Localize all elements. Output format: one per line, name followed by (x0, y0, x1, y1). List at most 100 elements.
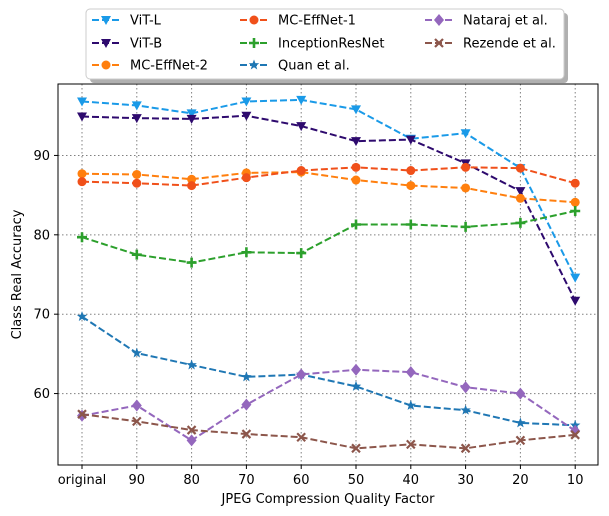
data-point (406, 181, 416, 191)
data-point (186, 109, 197, 119)
legend-item: MC-EffNet-2 (92, 59, 208, 74)
legend-box (85, 8, 565, 80)
x-tick-label: 80 (183, 473, 200, 488)
data-point (241, 97, 252, 107)
x-tick-label: original (58, 473, 107, 488)
legend-label: ViT-B (130, 37, 162, 52)
legend-swatch-marker (434, 14, 444, 26)
legend-label: InceptionResNet (278, 37, 384, 52)
series-2 (77, 111, 581, 306)
data-point (350, 380, 362, 391)
data-point (132, 178, 142, 188)
data-point (406, 439, 416, 450)
data-point (515, 387, 526, 400)
data-point (132, 416, 142, 427)
legend-label: Nataraj et al. (463, 14, 548, 29)
data-point (77, 97, 87, 107)
data-point (515, 163, 525, 173)
data-point (406, 166, 416, 176)
legend-item: Quan et al. (240, 59, 350, 74)
x-axis-label: JPEG Compression Quality Factor (221, 492, 436, 507)
data-point (186, 114, 197, 124)
y-tick-label: 80 (33, 228, 50, 243)
series-layer (76, 95, 581, 454)
data-point (131, 347, 143, 358)
data-point (241, 111, 252, 121)
data-point (77, 169, 87, 179)
legend-swatch-marker (101, 16, 111, 25)
data-point (76, 311, 88, 322)
series-line (81, 166, 576, 187)
data-point (460, 129, 471, 139)
data-point (186, 257, 197, 268)
series-line (81, 171, 576, 204)
legend-label: MC-EffNet-2 (130, 59, 208, 74)
data-point (296, 368, 307, 381)
x-tick-label: 10 (567, 473, 584, 488)
x-tick-label: 20 (512, 473, 529, 488)
data-point (241, 173, 251, 183)
legend: ViT-L ViT-B MC-EffNet-2 MC-EffNet-1 Inceptio… (85, 8, 568, 83)
data-point (570, 206, 581, 216)
data-point (131, 101, 142, 111)
data-point (405, 366, 416, 379)
data-point (131, 114, 142, 124)
series-6 (76, 311, 581, 430)
legend-swatch-marker (434, 38, 444, 48)
data-point (405, 219, 416, 230)
data-point (405, 399, 417, 410)
data-point (241, 398, 252, 411)
data-point (296, 166, 306, 176)
x-tick-label: 90 (129, 473, 146, 488)
y-axis-ticks: 60 70 80 90 (33, 149, 58, 402)
series-7 (77, 363, 581, 447)
data-point (460, 404, 471, 415)
data-point (77, 409, 87, 419)
x-tick-label: 30 (457, 473, 474, 488)
y-axis-label: Class Real Accuracy (10, 209, 25, 339)
data-point (77, 177, 87, 187)
x-tick-label: 40 (403, 473, 420, 488)
legend-label: MC-EffNet-1 (278, 14, 356, 29)
data-point (460, 381, 471, 394)
data-point (461, 183, 471, 193)
x-tick-label: 50 (348, 473, 365, 488)
data-point (186, 434, 197, 447)
y-tick-label: 70 (33, 308, 50, 323)
series-line (81, 368, 576, 442)
legend-item: InceptionResNet (240, 37, 384, 52)
data-point (570, 178, 580, 188)
series-line (81, 413, 576, 450)
data-point (351, 175, 361, 185)
data-point (351, 219, 361, 230)
series-8 (77, 409, 580, 454)
data-point (570, 430, 580, 440)
legend-item: Nataraj et al. (425, 14, 548, 29)
series-line (81, 98, 577, 279)
series-line (81, 315, 576, 427)
series-1 (77, 95, 581, 283)
data-point (296, 122, 307, 132)
legend-label: Quan et al. (278, 59, 350, 74)
series-5 (77, 206, 581, 268)
data-point (570, 296, 581, 306)
data-point (186, 425, 197, 435)
data-point (570, 273, 581, 283)
data-point (515, 217, 526, 228)
legend-swatch-marker (249, 15, 259, 25)
legend-label: ViT-L (130, 14, 162, 29)
x-tick-label: 70 (238, 473, 255, 488)
data-point (570, 197, 580, 207)
data-point (132, 169, 142, 179)
data-point (351, 363, 361, 376)
data-point (296, 432, 306, 442)
data-point (241, 429, 252, 439)
data-point (515, 417, 526, 428)
legend-item: Rezende et al. (425, 37, 556, 52)
data-point (187, 181, 197, 191)
data-point (296, 95, 307, 105)
x-axis-ticks: original 90 80 70 60 50 40 30 20 10 (58, 465, 584, 488)
x-tick-label: 60 (293, 473, 310, 488)
data-point (569, 419, 581, 430)
legend-swatch-marker (248, 59, 260, 70)
